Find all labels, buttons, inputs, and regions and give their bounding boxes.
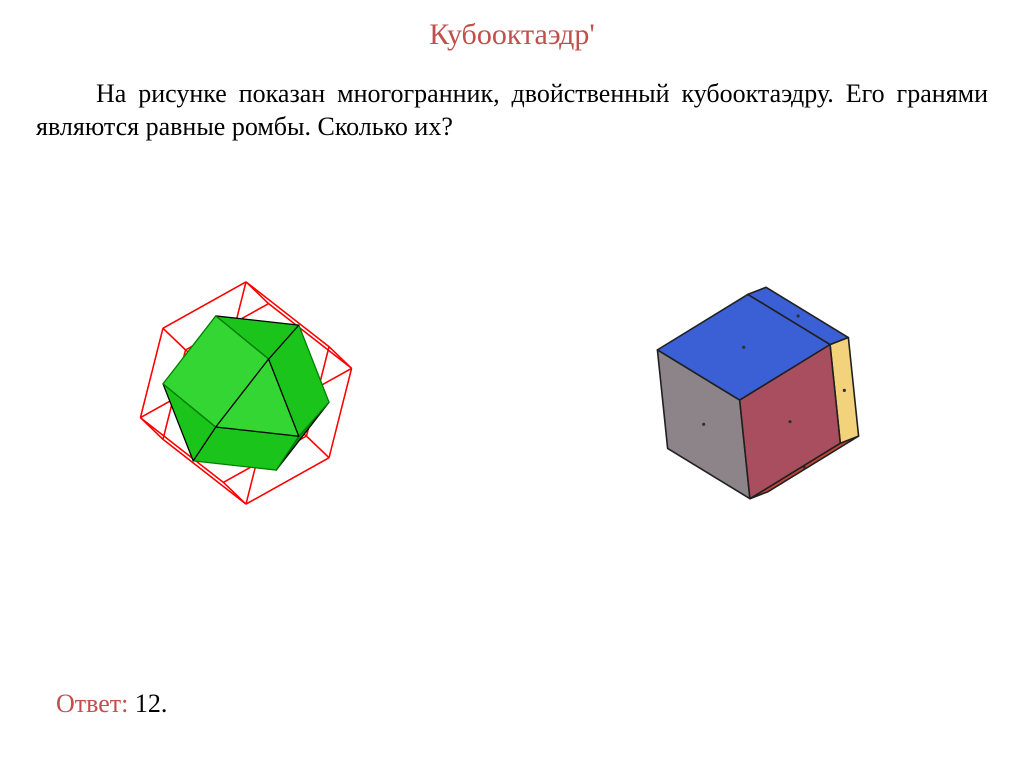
- answer-value: 12.: [128, 689, 167, 718]
- left-figure: [76, 223, 416, 563]
- answer-line: Ответ: 12.: [56, 689, 167, 719]
- cuboctahedron-svg: [76, 223, 416, 563]
- answer-label: Ответ:: [56, 689, 128, 718]
- figure-row: [0, 183, 1024, 603]
- slide-title: Кубооктаэдр': [0, 0, 1024, 52]
- problem-text: На рисунке показан многогранник, двойств…: [0, 78, 1024, 143]
- rhombic-dodecahedron-svg: [568, 203, 948, 583]
- right-figure: [568, 203, 948, 583]
